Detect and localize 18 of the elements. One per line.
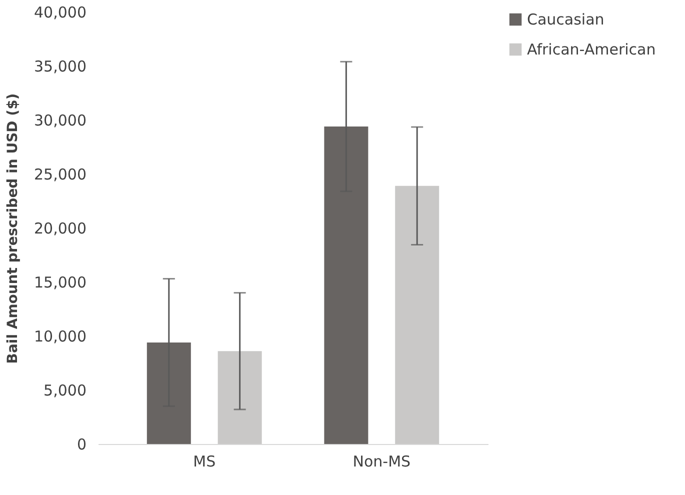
x-tick-label: MS [193, 452, 216, 470]
y-tick-label: 40,000 [34, 4, 86, 22]
y-tick-label: 20,000 [34, 220, 86, 238]
y-tick-label: 30,000 [34, 112, 86, 130]
y-tick-label: 0 [76, 436, 86, 454]
bar [218, 351, 262, 444]
legend-label: African-American [527, 40, 656, 58]
bar [146, 342, 191, 444]
y-tick-label: 10,000 [34, 328, 86, 346]
bar [324, 126, 368, 444]
legend-label: Caucasian [527, 10, 604, 28]
y-tick-label: 25,000 [34, 166, 86, 184]
y-tick-label: 35,000 [34, 58, 86, 76]
bar [395, 186, 440, 444]
x-tick-label: Non-MS [352, 452, 411, 470]
y-axis-title: Bail Amount prescribed in USD ($) [5, 93, 22, 364]
y-tick-label: 5,000 [44, 382, 86, 400]
y-tick-label: 15,000 [34, 274, 86, 292]
